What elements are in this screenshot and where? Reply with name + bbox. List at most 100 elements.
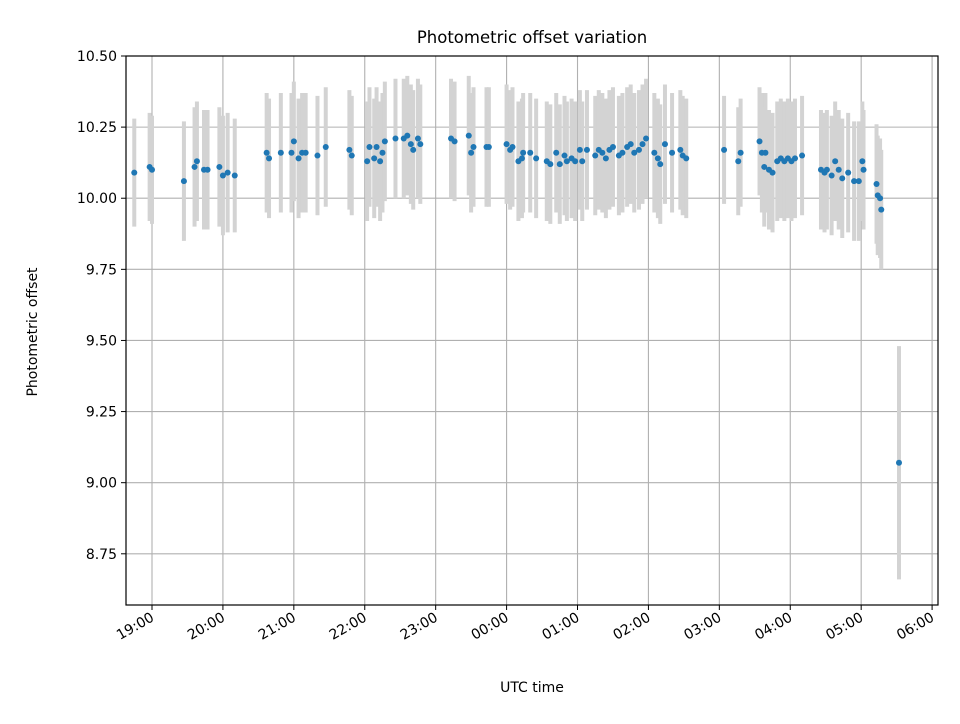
data-point	[639, 141, 646, 148]
y-tick-label: 9.00	[86, 476, 117, 492]
data-point	[451, 138, 458, 145]
data-point	[599, 149, 606, 156]
data-point	[609, 144, 616, 151]
data-point	[404, 132, 411, 139]
data-point	[735, 158, 742, 165]
y-tick-label: 10.25	[77, 120, 117, 136]
data-point	[845, 169, 852, 176]
data-point	[579, 158, 586, 165]
data-point	[839, 175, 846, 182]
data-point	[533, 155, 540, 162]
data-point	[877, 195, 884, 202]
data-point	[592, 152, 599, 159]
y-axis: 10.50 10.25 10.00 9.75 9.50 9.25 9.00 8.75	[77, 49, 126, 563]
data-point	[295, 155, 302, 162]
data-point	[180, 178, 187, 185]
data-point	[470, 144, 477, 151]
data-point	[518, 155, 525, 162]
data-point	[878, 206, 885, 213]
data-point	[290, 138, 297, 145]
data-point	[131, 169, 138, 176]
data-point	[737, 149, 744, 156]
data-point	[756, 138, 763, 145]
data-point	[392, 135, 399, 142]
data-point	[895, 459, 902, 466]
data-point	[860, 166, 867, 173]
data-point	[379, 149, 386, 156]
data-point	[661, 141, 668, 148]
data-point	[561, 152, 568, 159]
data-point	[635, 146, 642, 153]
data-point	[651, 149, 658, 156]
data-point	[563, 158, 570, 165]
data-point	[823, 166, 830, 173]
data-point	[654, 155, 661, 162]
data-point	[414, 135, 421, 142]
data-point	[503, 141, 510, 148]
data-point	[873, 181, 880, 188]
data-point	[224, 169, 231, 176]
data-point	[417, 141, 424, 148]
data-point	[859, 158, 866, 165]
data-point	[191, 163, 198, 170]
data-point	[527, 149, 534, 156]
data-point	[828, 172, 835, 179]
data-point	[553, 149, 560, 156]
data-points	[131, 132, 902, 466]
data-point	[677, 146, 684, 153]
data-point	[219, 172, 226, 179]
data-point	[631, 149, 638, 156]
data-point	[216, 163, 223, 170]
data-point	[366, 144, 373, 151]
data-point	[314, 152, 321, 159]
data-point	[277, 149, 284, 156]
data-point	[627, 141, 634, 148]
data-point	[410, 146, 417, 153]
data-point	[669, 149, 676, 156]
chart-title: Photometric offset variation	[417, 28, 647, 47]
data-point	[193, 158, 200, 165]
data-point	[791, 155, 798, 162]
data-point	[576, 146, 583, 153]
data-point	[643, 135, 650, 142]
data-point	[572, 158, 579, 165]
data-point	[377, 158, 384, 165]
data-point	[769, 169, 776, 176]
data-point	[602, 155, 609, 162]
data-point	[346, 146, 353, 153]
data-point	[468, 149, 475, 156]
y-tick-label: 9.75	[86, 262, 117, 278]
y-tick-label: 8.75	[86, 547, 117, 563]
data-point	[204, 166, 211, 173]
data-point	[373, 144, 380, 151]
data-point	[761, 163, 768, 170]
data-point	[683, 155, 690, 162]
data-point	[302, 149, 309, 156]
data-point	[547, 161, 554, 168]
y-tick-label: 10.00	[77, 191, 117, 207]
axes-frame	[125, 55, 939, 606]
data-point	[322, 144, 329, 151]
data-point	[348, 152, 355, 159]
data-point	[721, 146, 728, 153]
data-point	[485, 144, 492, 151]
data-point	[263, 149, 270, 156]
data-point	[266, 155, 273, 162]
data-point	[583, 146, 590, 153]
data-point	[149, 166, 156, 173]
data-point	[835, 166, 842, 173]
data-point	[762, 149, 769, 156]
data-point	[465, 132, 472, 139]
data-point	[657, 161, 664, 168]
data-point	[520, 149, 527, 156]
data-point	[288, 149, 295, 156]
data-point	[619, 149, 626, 156]
data-point	[231, 172, 238, 179]
data-point	[855, 178, 862, 185]
y-tick-label: 9.50	[86, 333, 117, 349]
data-point	[799, 152, 806, 159]
data-point	[556, 161, 563, 168]
